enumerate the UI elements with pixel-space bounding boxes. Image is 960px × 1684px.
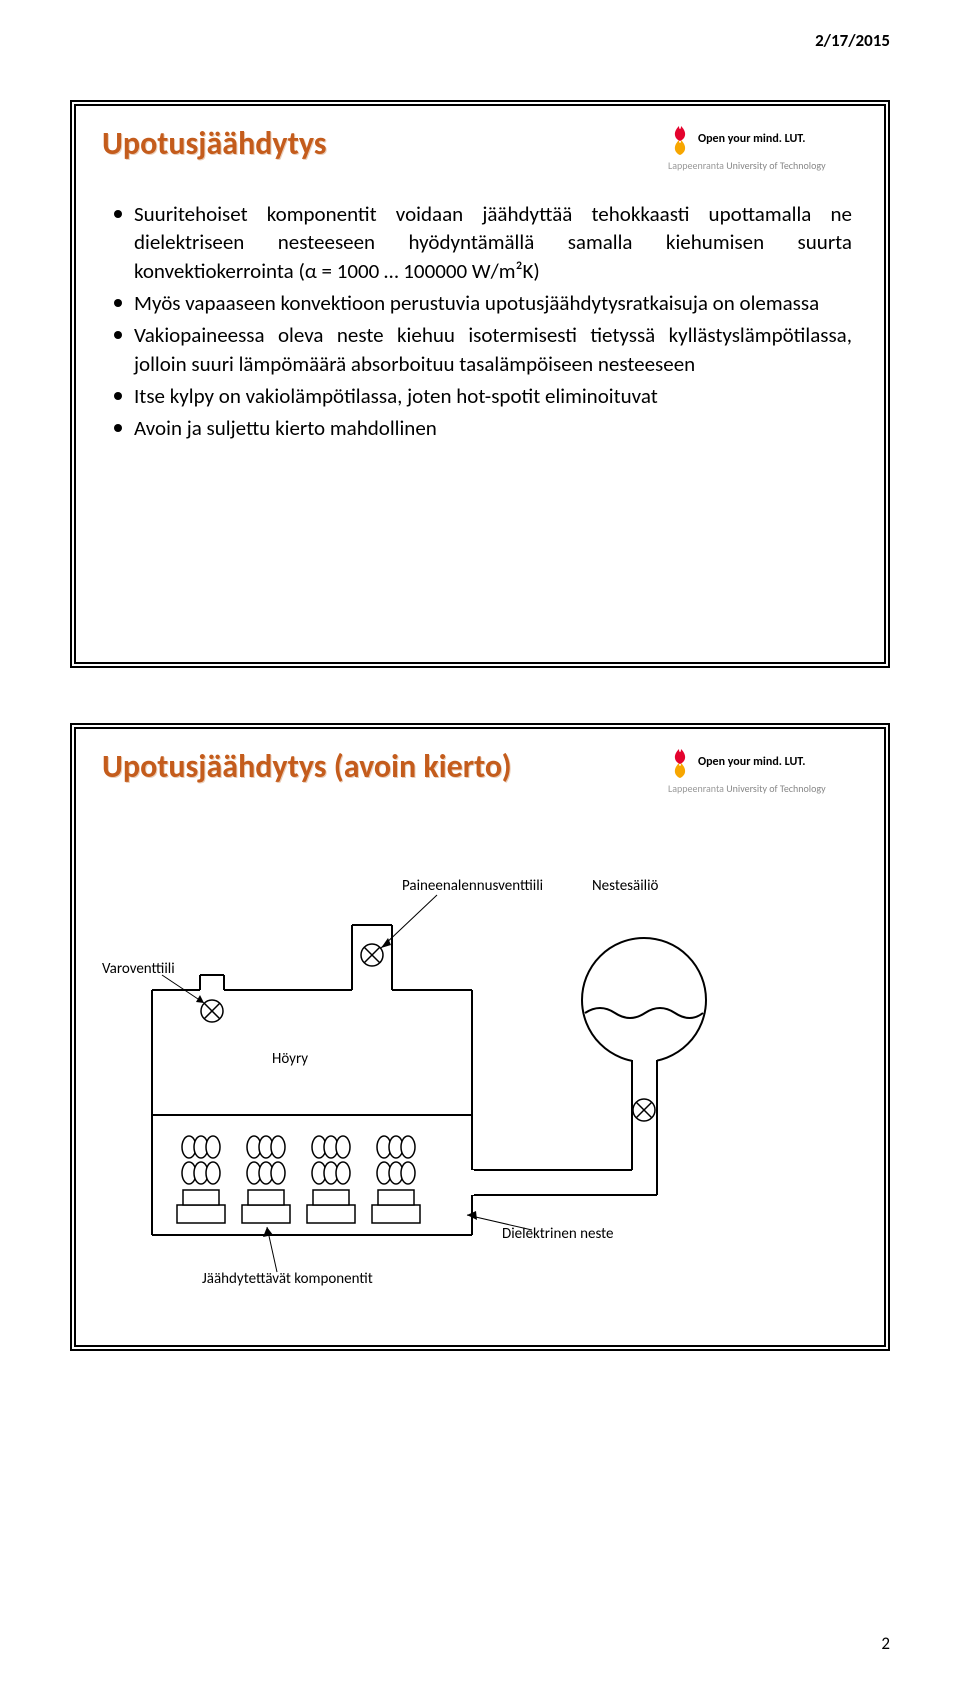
bullet: Vakiopaineessa oleva neste kiehuu isoter… <box>108 321 852 378</box>
label-komponentit: Jäähdytettävät komponentit <box>202 1270 373 1288</box>
logo-block-1: Open your mind. LUT. Lappeenranta Univer… <box>668 124 858 172</box>
logo-sub-line: Lappeenranta University of Technology <box>668 159 858 172</box>
slide-2: Upotusjäähdytys (avoin kierto) Open your… <box>70 723 890 1351</box>
logo-main-text: Open your mind. LUT. <box>698 132 805 148</box>
logo-sub2: University of Technology <box>726 782 825 795</box>
diagram-svg <box>102 835 862 1295</box>
header-date: 2/17/2015 <box>815 30 890 51</box>
slide-1-header: Upotusjäähdytys Open your mind. LUT. Lap… <box>102 124 858 172</box>
label-nestesailio: Nestesäiliö <box>592 877 658 895</box>
slide-1-bullets: Suuritehoiset komponentit voidaan jäähdy… <box>108 200 852 443</box>
logo-block-2: Open your mind. LUT. Lappeenranta Univer… <box>668 747 858 795</box>
logo-row: Open your mind. LUT. <box>668 124 858 156</box>
logo-sub-line: Lappeenranta University of Technology <box>668 782 858 795</box>
logo-main-text: Open your mind. LUT. <box>698 755 805 771</box>
page: 2/17/2015 Upotusjäähdytys Open your mind… <box>0 0 960 1684</box>
label-hoyry: Höyry <box>272 1050 308 1068</box>
label-paineenalennusventtiili: Paineenalennusventtiili <box>402 877 543 895</box>
logo-sub1: Lappeenranta <box>668 782 724 795</box>
page-number: 2 <box>881 1633 890 1654</box>
logo-sub2: University of Technology <box>726 159 825 172</box>
slide-2-inner: Upotusjäähdytys (avoin kierto) Open your… <box>74 727 886 1347</box>
slide-2-header: Upotusjäähdytys (avoin kierto) Open your… <box>102 747 858 795</box>
flame-icon <box>668 747 692 779</box>
logo-row: Open your mind. LUT. <box>668 747 858 779</box>
label-dielektrinen: Dielektrinen neste <box>502 1225 613 1243</box>
slide-1: Upotusjäähdytys Open your mind. LUT. Lap… <box>70 100 890 668</box>
bullet: Myös vapaaseen konvektioon perustuvia up… <box>108 289 852 317</box>
bullet: Itse kylpy on vakiolämpötilassa, joten h… <box>108 382 852 410</box>
flame-icon <box>668 124 692 156</box>
slide-1-inner: Upotusjäähdytys Open your mind. LUT. Lap… <box>74 104 886 664</box>
logo-sub1: Lappeenranta <box>668 159 724 172</box>
bullet: Avoin ja suljettu kierto mahdollinen <box>108 414 852 442</box>
open-loop-diagram: Paineenalennusventtiili Nestesäiliö Varo… <box>102 835 858 1235</box>
slide-1-title: Upotusjäähdytys <box>102 124 327 163</box>
slide-2-title: Upotusjäähdytys (avoin kierto) <box>102 747 512 786</box>
label-varoventtiili: Varoventtiili <box>102 960 175 978</box>
bullet: Suuritehoiset komponentit voidaan jäähdy… <box>108 200 852 285</box>
